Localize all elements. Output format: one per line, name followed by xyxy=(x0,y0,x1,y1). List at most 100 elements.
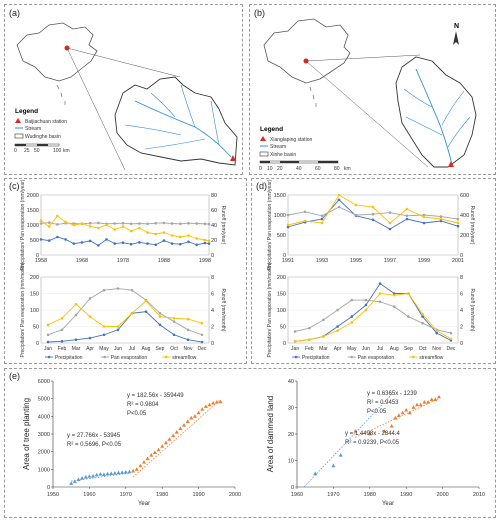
islands xyxy=(56,84,66,105)
stream-trib xyxy=(124,124,182,136)
data-point xyxy=(105,238,108,241)
legend-marker xyxy=(294,355,298,359)
legend-title: Legend xyxy=(15,108,38,115)
x-tick: 2000 xyxy=(436,492,448,498)
y-tick: 0 xyxy=(291,485,294,491)
data-point xyxy=(80,222,84,225)
data-point xyxy=(320,221,324,225)
data-point xyxy=(396,413,401,417)
scale-tick: 60 xyxy=(315,166,321,172)
islands xyxy=(309,86,317,107)
data-point xyxy=(307,326,311,330)
y-axis-label-left: Precipitation/ Pan evaporation (mm/month… xyxy=(267,262,273,357)
data-point xyxy=(72,223,76,227)
data-point xyxy=(303,210,307,214)
data-point xyxy=(56,223,59,226)
data-point xyxy=(293,330,297,333)
y-tick-left: 0 xyxy=(36,253,39,259)
x-tick: 1960 xyxy=(291,492,303,498)
data-point xyxy=(307,338,311,341)
data-point xyxy=(195,237,199,240)
x-tick: Jul xyxy=(377,346,383,352)
y-tick-right: 0 xyxy=(460,341,463,347)
y-tick: 1000 xyxy=(38,467,50,473)
equation-upper: P<0.05 xyxy=(127,411,147,417)
x-tick: 1995 xyxy=(350,258,362,264)
panel-c: (c) 0 500 1000 1500 2000 0 20 40 60 80 1958 1968 197… xyxy=(4,178,247,364)
legend-item: Xianglaping station xyxy=(270,137,312,143)
y-tick-right: 600 xyxy=(460,193,469,199)
data-point xyxy=(170,242,174,245)
china-outline xyxy=(263,18,351,84)
data-point xyxy=(182,422,187,427)
y-tick: 40 xyxy=(288,379,294,385)
x-tick: Jun xyxy=(362,346,370,352)
data-point xyxy=(422,221,426,225)
data-point xyxy=(436,394,441,399)
y-tick-right: 6 xyxy=(211,292,214,298)
x-tick: 1960 xyxy=(83,492,95,498)
x-tick: Nov xyxy=(432,346,441,352)
data-point xyxy=(378,300,382,304)
data-point xyxy=(371,218,375,222)
data-point xyxy=(354,203,358,207)
data-point xyxy=(422,215,426,219)
data-point xyxy=(121,241,125,244)
connector-line xyxy=(305,54,421,62)
data-point xyxy=(46,340,50,344)
data-point xyxy=(130,288,134,292)
data-point xyxy=(46,323,50,327)
y-tick-left: 2000 xyxy=(27,193,39,199)
data-point xyxy=(74,313,78,317)
trend-line xyxy=(132,399,221,478)
y-tick: 10 xyxy=(288,459,294,465)
data-point xyxy=(415,402,420,407)
data-point xyxy=(162,221,166,225)
y-tick-left: 100 xyxy=(277,308,286,314)
connector-line xyxy=(305,60,429,168)
trend-line xyxy=(355,398,440,438)
data-point xyxy=(163,440,168,445)
x-tick: 1988 xyxy=(158,258,170,264)
x-tick: 1998 xyxy=(199,258,211,264)
data-point xyxy=(350,315,354,318)
panel-d: (d) 0 500 1000 1500 0 200 400 600 1991 1993 1995 19… xyxy=(251,178,496,364)
x-tick: Aug xyxy=(142,346,151,352)
station-triangle xyxy=(448,161,454,167)
data-point xyxy=(102,288,106,292)
series-line-pan-evaporation xyxy=(47,288,203,336)
y-tick: 5000 xyxy=(38,397,50,403)
x-tick: Feb xyxy=(305,346,314,352)
data-point xyxy=(435,331,439,335)
data-point xyxy=(129,242,133,246)
x-tick: 1968 xyxy=(76,258,88,264)
data-point xyxy=(98,472,103,476)
data-point xyxy=(371,205,375,209)
equation-lower: R² = 0.9239, P<0.05 xyxy=(345,440,400,446)
data-point xyxy=(162,231,166,234)
data-point xyxy=(138,222,141,225)
x-axis-label: Year xyxy=(138,501,150,507)
data-point xyxy=(72,479,77,484)
data-point xyxy=(200,333,204,337)
scale-unit: km xyxy=(344,166,351,172)
data-point xyxy=(207,402,212,407)
scale-tick: 10 xyxy=(267,166,273,172)
panel-a-map: Legend Baijiachuan station Stream Wuding… xyxy=(14,22,238,171)
stream-main xyxy=(415,68,453,166)
x-tick: Jun xyxy=(114,346,122,352)
data-point xyxy=(200,340,204,344)
data-point xyxy=(336,308,339,312)
data-point xyxy=(47,225,51,228)
legend-item: Xinhe basin xyxy=(270,152,296,158)
data-point xyxy=(167,437,172,441)
data-point xyxy=(196,410,201,415)
x-tick: Jan xyxy=(44,346,52,352)
series-line-pan-evaporation xyxy=(294,299,452,334)
legend-station-icon xyxy=(15,118,21,123)
data-point xyxy=(187,234,190,237)
scale-tick: 100 xyxy=(53,148,62,154)
data-point xyxy=(60,316,64,320)
data-point xyxy=(218,399,223,404)
